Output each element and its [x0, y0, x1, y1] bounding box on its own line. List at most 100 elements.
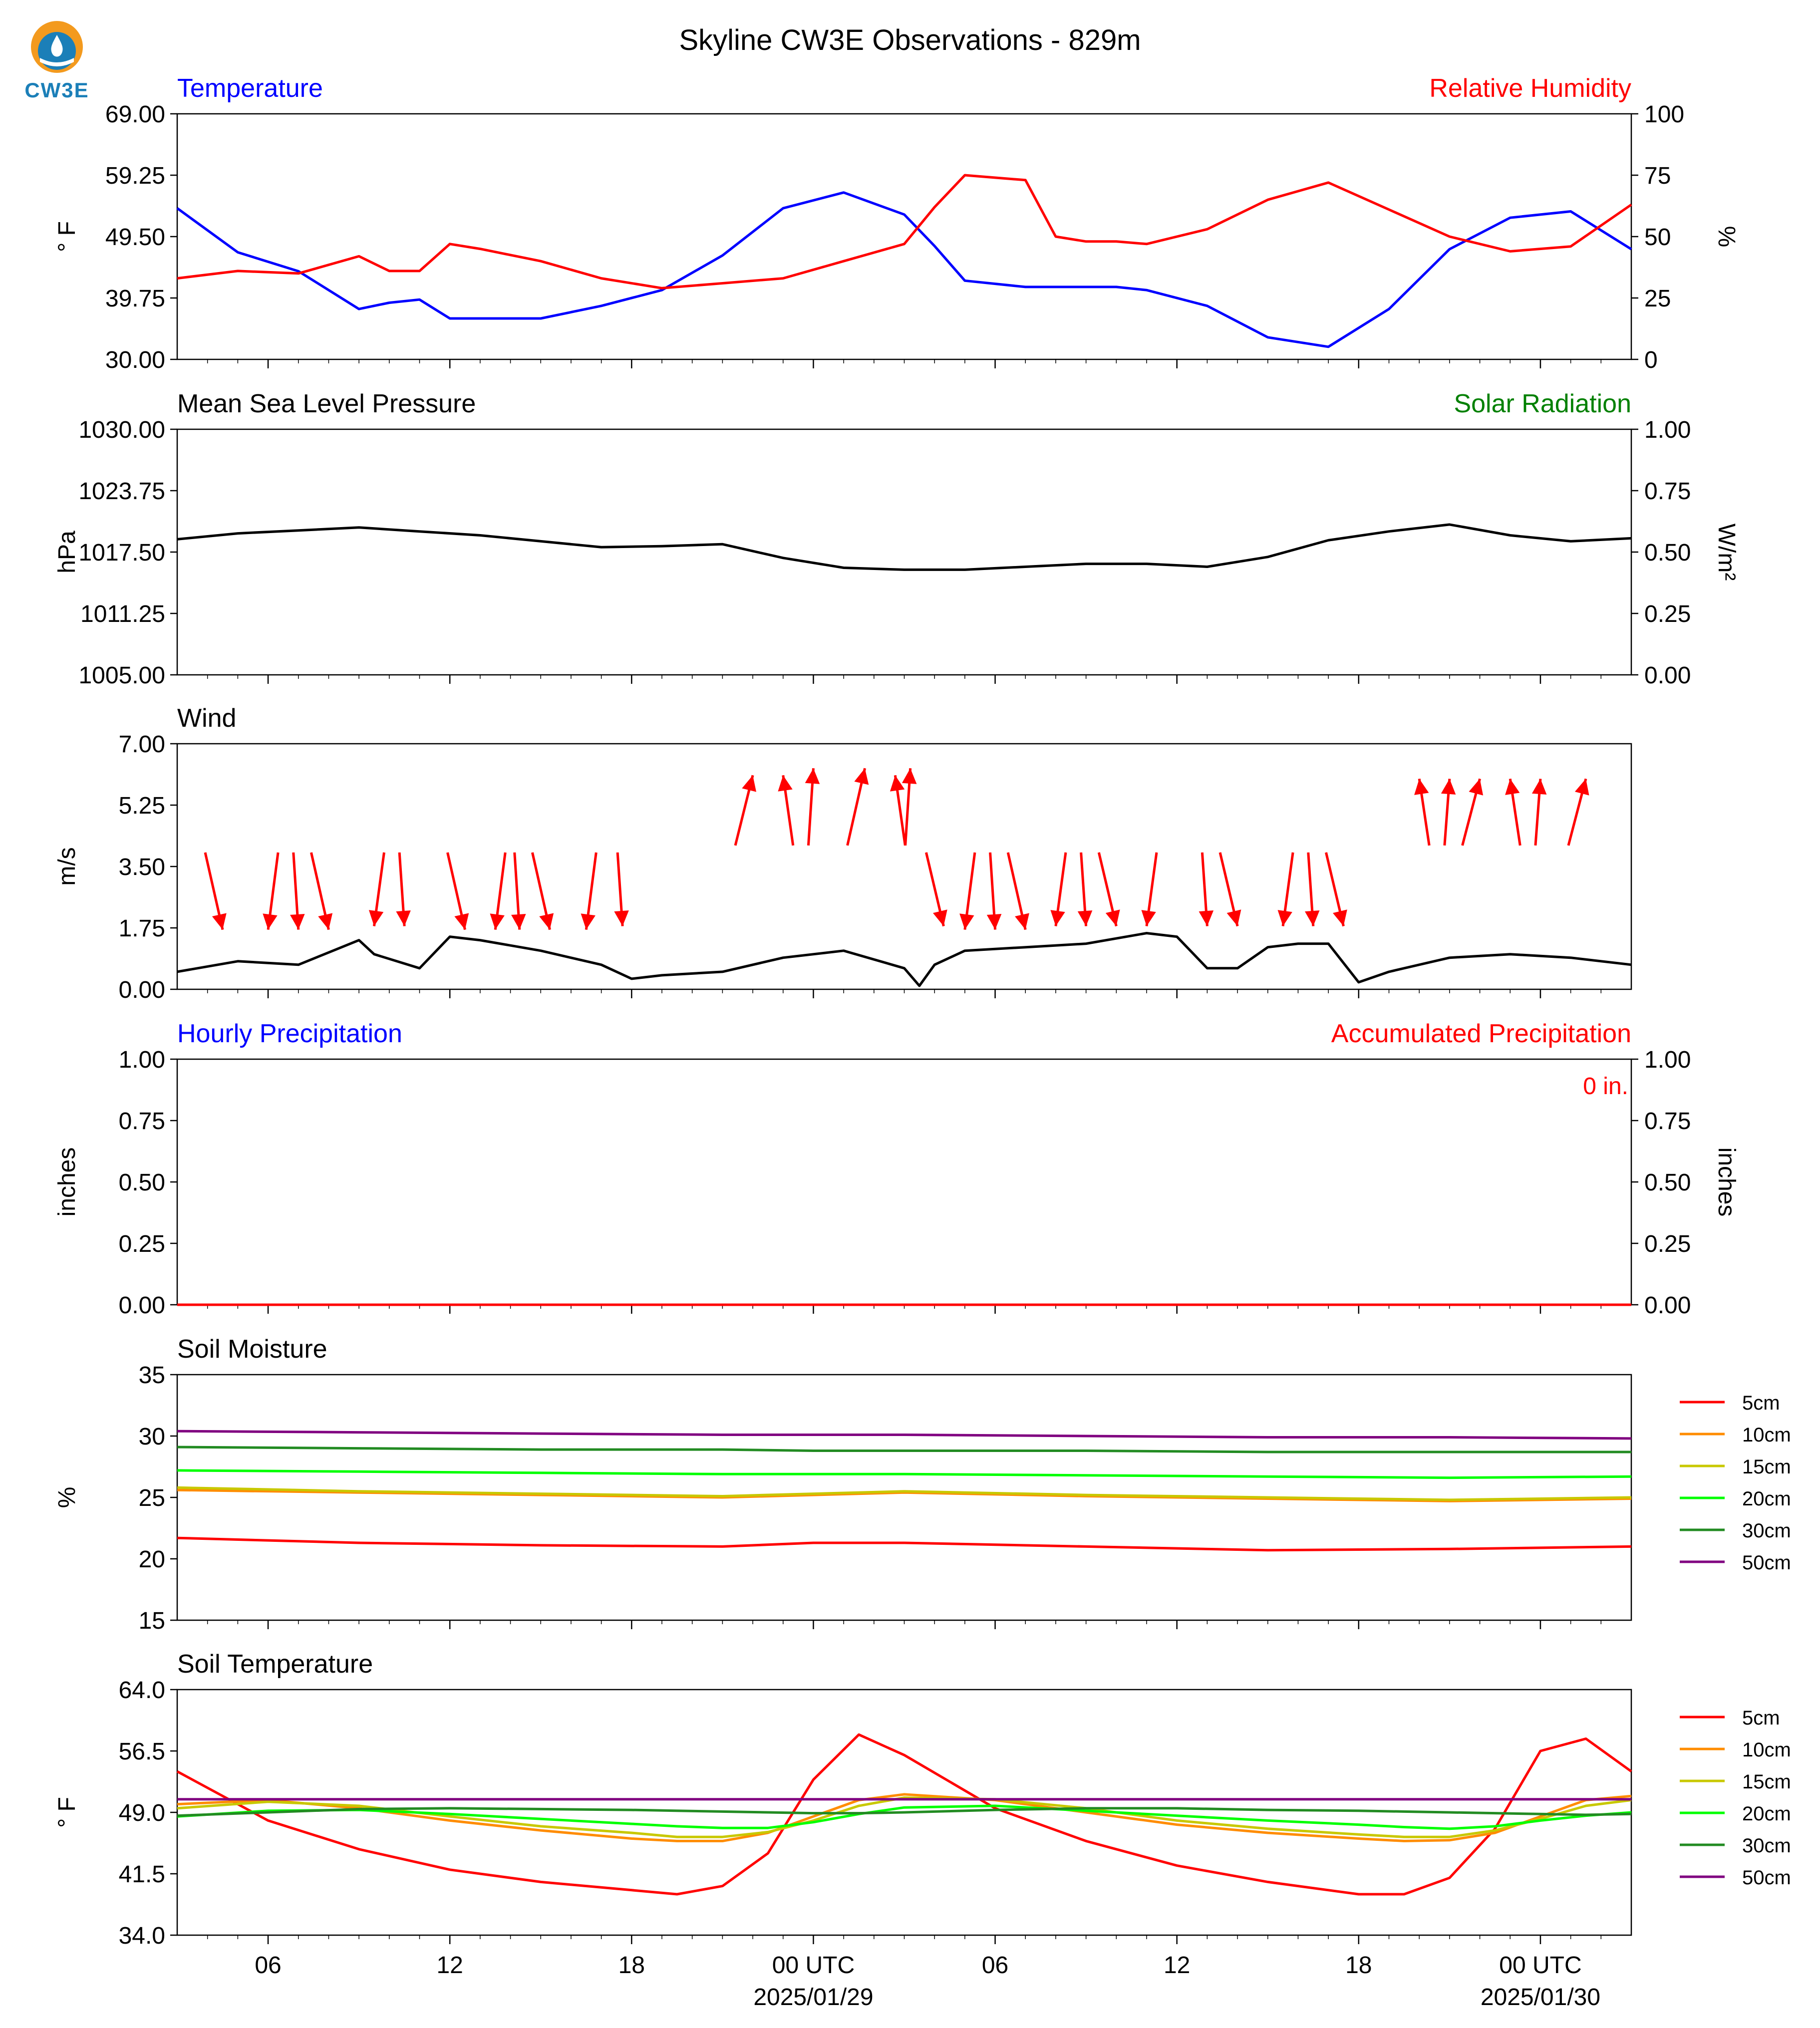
chart-panels: Temperature Relative Humidity 30.00 39.75 49… [54, 74, 1791, 2011]
wind-arrow-head [986, 914, 1002, 930]
wind-arrow-head [1414, 779, 1429, 795]
legend-label: 20cm [1742, 1488, 1791, 1510]
y-tick-label-left: 56.5 [119, 1738, 165, 1765]
series-line-15cm [177, 1486, 1632, 1501]
y-axis-label-left: hPa [54, 531, 80, 574]
y-tick-label-right: 0.75 [1644, 478, 1691, 505]
wind-arrow [614, 852, 629, 926]
wind-arrow-head [932, 909, 947, 926]
wind-arrow-head [212, 913, 227, 930]
wind-arrow [890, 775, 907, 846]
y-tick-label-left: 15 [139, 1608, 165, 1634]
wind-arrow-head [454, 913, 469, 930]
y-tick-label-left: 1023.75 [78, 478, 165, 505]
y-axis-label-right: % [1713, 226, 1740, 248]
series-line-20cm [177, 1469, 1632, 1479]
wind-arrow [846, 768, 869, 846]
wind-arrow-head [1226, 909, 1241, 926]
legend-label: 50cm [1742, 1552, 1791, 1574]
y-tick-label-left: 41.5 [119, 1861, 165, 1888]
legend-label: 20cm [1742, 1803, 1791, 1825]
wind-arrow-head [290, 914, 305, 930]
y-axis-label-right: inches [1713, 1148, 1740, 1217]
y-tick-label-right: 1.00 [1644, 417, 1691, 443]
x-tick-label: 12 [1164, 1952, 1190, 1979]
wind-arrow-head [1015, 913, 1029, 930]
wind-arrow [1006, 852, 1029, 930]
wind-arrow [1141, 852, 1158, 926]
y-tick-label-right: 0.75 [1644, 1108, 1691, 1135]
wind-arrow-head [1077, 910, 1093, 926]
panel-left-title: Hourly Precipitation [177, 1019, 402, 1048]
x-tick-label: 18 [618, 1952, 645, 1979]
figure-title: Skyline CW3E Observations - 829m [679, 24, 1141, 56]
y-tick-label-right: 1.00 [1644, 1047, 1691, 1073]
y-axis-label-left: inches [54, 1148, 80, 1217]
wind-arrow [490, 852, 507, 930]
panel-left-title: Mean Sea Level Pressure [177, 389, 476, 418]
wind-arrow [446, 852, 469, 930]
wind-arrow [1325, 852, 1347, 927]
wind-arrow-head [1277, 910, 1292, 926]
panel-pressure: Mean Sea Level Pressure Solar Radiation 10… [54, 389, 1740, 689]
wind-arrow [1567, 778, 1589, 846]
x-tick-label: 12 [436, 1952, 463, 1979]
legend-label: 30cm [1742, 1835, 1791, 1857]
logo-text: CW3E [24, 78, 89, 102]
y-tick-label-left: 0.50 [119, 1169, 165, 1196]
y-tick-label-left: 49.50 [105, 224, 165, 251]
x-tick-label: 00 UTC [772, 1952, 855, 1979]
logo-drop-icon [51, 35, 63, 57]
x-tick-label: 18 [1345, 1952, 1372, 1979]
wind-arrow-head [1199, 910, 1214, 926]
y-tick-label-left: 0.75 [119, 1108, 165, 1135]
y-tick-label-left: 1030.00 [78, 417, 165, 443]
series-line-10cm [177, 1793, 1632, 1842]
legend: 5cm 10cm 15cm 20cm 30cm 50cm [1680, 1707, 1791, 1889]
wind-arrow [1461, 778, 1484, 846]
legend-label: 5cm [1742, 1707, 1780, 1729]
y-tick-label-left: 0.00 [119, 1292, 165, 1319]
cw3e-logo: CW3E [24, 21, 89, 102]
wind-arrow [734, 775, 757, 846]
y-tick-label-left: 64.0 [119, 1677, 165, 1704]
legend-label: 5cm [1742, 1392, 1780, 1414]
wind-arrow-head [1441, 779, 1456, 795]
y-tick-label-left: 1.00 [119, 1047, 165, 1073]
wind-arrow [924, 852, 947, 927]
wind-arrow-head [1105, 909, 1120, 926]
panel-left-title: Soil Temperature [177, 1650, 373, 1679]
panel-soil-moisture: Soil Moisture 15 20 25 30 35% 5cm 10cm 15cm 20cm 3… [54, 1335, 1791, 1634]
y-tick-label-right: 25 [1644, 286, 1671, 312]
wind-arrow [1531, 779, 1547, 846]
wind-arrow [959, 852, 976, 930]
wind-arrow [902, 768, 917, 846]
series-line-15cm [177, 1796, 1632, 1838]
legend-label: 30cm [1742, 1520, 1791, 1542]
panel-left-title: Wind [177, 704, 236, 733]
wind-arrow-head [490, 913, 505, 930]
x-date-label: 2025/01/30 [1481, 1984, 1600, 2011]
panel-soil-temperature: Soil Temperature 34.0 41.5 49.0 56.5 64.0 ° F 5… [54, 1650, 1791, 2011]
wind-arrow-head [1333, 909, 1347, 926]
panel-temperature: Temperature Relative Humidity 30.00 39.75 49… [54, 74, 1740, 373]
y-tick-label-left: 1017.50 [78, 540, 165, 566]
y-tick-label-right: 75 [1644, 163, 1671, 189]
wind-arrows [204, 768, 1589, 930]
y-tick-label-left: 3.50 [119, 854, 165, 880]
wind-arrow-head [1574, 779, 1589, 796]
wind-arrow [511, 852, 526, 930]
series-line-30cm [177, 1446, 1631, 1453]
legend: 5cm 10cm 15cm 20cm 30cm 50cm [1680, 1392, 1791, 1574]
legend-label: 15cm [1742, 1456, 1791, 1478]
wind-arrow-head [368, 910, 384, 926]
y-tick-label-left: 5.25 [119, 793, 165, 819]
wind-arrow [1414, 778, 1431, 846]
wind-arrow [986, 852, 1002, 930]
wind-arrow-head [1141, 910, 1156, 926]
legend-label: 15cm [1742, 1771, 1791, 1793]
wind-arrow [1505, 778, 1521, 846]
y-tick-label-left: 49.0 [119, 1800, 165, 1826]
